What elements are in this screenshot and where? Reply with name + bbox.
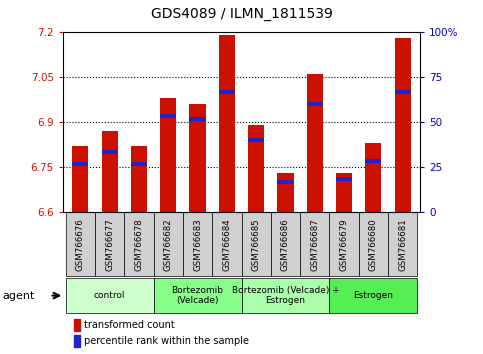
FancyBboxPatch shape (329, 278, 417, 313)
FancyBboxPatch shape (271, 212, 300, 276)
Bar (248, 138, 264, 142)
FancyBboxPatch shape (300, 212, 329, 276)
Text: percentile rank within the sample: percentile rank within the sample (84, 336, 249, 346)
Text: GSM766682: GSM766682 (164, 218, 173, 271)
Bar (248, 125, 264, 212)
Text: GSM766678: GSM766678 (134, 218, 143, 271)
Text: transformed count: transformed count (84, 320, 174, 330)
Bar (307, 74, 323, 212)
Bar (72, 146, 88, 212)
Text: GSM766686: GSM766686 (281, 218, 290, 271)
Text: GDS4089 / ILMN_1811539: GDS4089 / ILMN_1811539 (151, 7, 332, 21)
Bar (219, 35, 235, 212)
Text: Bortezomib
(Velcade): Bortezomib (Velcade) (171, 286, 224, 305)
Text: GSM766685: GSM766685 (252, 218, 261, 271)
Text: GSM766683: GSM766683 (193, 218, 202, 271)
Bar (160, 98, 176, 212)
FancyBboxPatch shape (154, 212, 183, 276)
FancyBboxPatch shape (66, 278, 154, 313)
Text: control: control (94, 291, 126, 300)
Bar (101, 150, 118, 154)
Bar (219, 90, 235, 94)
Bar (365, 159, 382, 163)
Bar (395, 90, 411, 94)
Bar (365, 143, 382, 212)
Text: agent: agent (2, 291, 35, 301)
FancyBboxPatch shape (242, 212, 271, 276)
FancyBboxPatch shape (154, 278, 242, 313)
FancyBboxPatch shape (66, 212, 95, 276)
Bar (189, 117, 206, 121)
Text: GSM766677: GSM766677 (105, 218, 114, 271)
Bar (307, 102, 323, 106)
Bar (72, 162, 88, 166)
Text: Estrogen: Estrogen (354, 291, 393, 300)
FancyBboxPatch shape (388, 212, 417, 276)
FancyBboxPatch shape (242, 278, 329, 313)
Text: GSM766687: GSM766687 (310, 218, 319, 271)
Text: GSM766680: GSM766680 (369, 218, 378, 271)
Text: GSM766681: GSM766681 (398, 218, 407, 271)
FancyBboxPatch shape (212, 212, 242, 276)
Text: GSM766684: GSM766684 (222, 218, 231, 271)
Bar (277, 180, 294, 184)
Bar (131, 146, 147, 212)
FancyBboxPatch shape (183, 212, 212, 276)
Bar (73, 335, 80, 347)
Bar (101, 131, 118, 212)
Text: Bortezomib (Velcade) +
Estrogen: Bortezomib (Velcade) + Estrogen (231, 286, 340, 305)
Text: GSM766679: GSM766679 (340, 218, 349, 270)
Bar (395, 38, 411, 212)
FancyBboxPatch shape (359, 212, 388, 276)
Bar (131, 162, 147, 166)
Text: GSM766676: GSM766676 (76, 218, 85, 271)
FancyBboxPatch shape (95, 212, 124, 276)
Bar (336, 177, 352, 181)
Bar (277, 173, 294, 212)
Bar (73, 319, 80, 331)
Bar (189, 104, 206, 212)
Bar (160, 114, 176, 118)
FancyBboxPatch shape (329, 212, 359, 276)
FancyBboxPatch shape (124, 212, 154, 276)
Bar (336, 173, 352, 212)
